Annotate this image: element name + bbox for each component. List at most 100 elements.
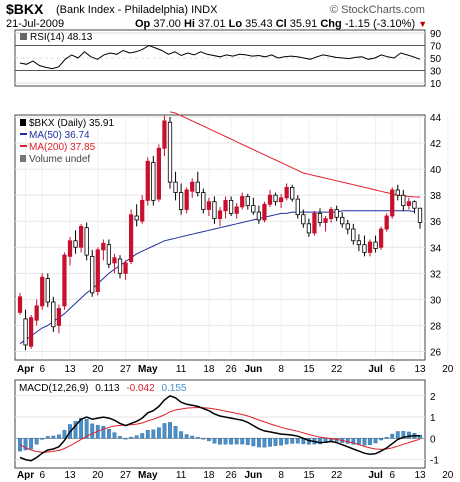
change-value: -1.15 (-3.10%) [344,18,416,30]
candle-body [56,308,62,326]
rsi-tick-label: 90 [430,29,442,40]
macd-histogram-bar [29,438,34,450]
price-date-label: Jul [368,364,383,375]
macd-histogram-bar [112,432,117,439]
candle-body [401,194,406,206]
candle-body [290,186,295,200]
candle-body [384,215,389,230]
candle-body [234,206,239,214]
legend-ma50: MA(50) 36.74 [29,130,90,141]
candle-body [123,262,128,274]
macd-histogram-bar [268,438,272,447]
candle-body [84,227,89,256]
macd-histogram-bar [279,438,284,446]
macd-date-label: 6 [39,470,45,481]
rsi-tick-label: 30 [430,67,442,78]
candle-body [134,215,139,221]
macd-histogram-bar [395,431,400,439]
rsi-legend-swatch [20,33,27,40]
macd-histogram-bar [240,438,245,445]
macd-legend-label: MACD(12,26,9) [19,383,88,394]
macd-date-label: 13 [64,470,76,481]
macd-histogram-bar [212,438,217,444]
candle-body [273,194,278,203]
macd-histogram-bar [201,438,206,440]
candle-body [78,226,84,248]
macd-histogram-bar [195,437,200,439]
close-label: Cl [275,18,287,30]
price-date-label: 27 [120,364,132,375]
price-tick-label: 30 [430,295,442,306]
macd-histogram-bar [223,438,228,445]
macd-histogram-bar [390,433,395,439]
price-date-label: 26 [226,364,238,375]
candle-body [73,240,78,248]
price-date-label: May [138,364,158,375]
candle-body [295,198,300,216]
price-date-label: 20 [442,364,454,375]
macd-histogram-bar [251,438,256,447]
candle-body [17,296,23,313]
macd-date-labels: Apr 6 13 20 27 May 11 18 26 Jun 8 15 22 Jul 6 13 20 [17,470,454,481]
price-date-labels: Apr 6 13 20 27 May 11 18 26 Jun 8 15 22 Jul 6 13 20 [17,364,454,375]
candle-body [317,212,323,223]
candle-body [62,254,67,307]
macd-date-label: 18 [203,470,215,481]
macd-histogram-bar [140,433,145,439]
down-triangle-icon: ▼ [418,19,428,29]
candle-body [195,181,200,193]
price-date-label: 8 [278,364,284,375]
macd-date-label: Jun [244,470,262,481]
candle-body [28,317,34,347]
macd-histogram-bar [234,438,239,445]
macd-histogram-bar [229,438,234,445]
macd-histogram-bar [73,421,78,439]
macd-histogram-bar [273,438,278,446]
volume-legend-swatch [20,155,26,162]
candle-body [367,241,373,253]
chart-symbol: $BKX [6,1,44,17]
macd-histogram-bar [79,417,84,439]
candle-body [23,318,28,346]
macd-histogram-bar [84,418,89,439]
macd-histogram-bar [51,435,56,439]
macd-axis-labels: -1 0 1 2 [430,392,439,467]
candle-body [323,218,328,223]
low-label: Lo [228,18,243,30]
candle-body [262,203,267,221]
ma200-line [169,111,421,198]
macd-date-label: 26 [226,470,238,481]
candle-body [356,240,362,246]
candle-body [390,189,395,217]
index-name: (Bank Index - Philadelphia) INDX [56,4,217,16]
candle-body [190,181,195,192]
candle-body [412,201,417,209]
macd-line [19,394,421,462]
price-tick-label: 34 [430,243,442,254]
price-tick-label: 28 [430,321,442,332]
brand-watermark: © StockCharts.com [330,4,425,16]
candle-body [256,211,262,221]
candle-body [51,301,56,328]
price-tick-label: 38 [430,191,442,202]
price-date-label: 11 [176,364,187,375]
price-date-label: 20 [92,364,104,375]
macd-histogram-bar [262,438,267,448]
candle-body [312,212,317,234]
macd-histogram-bar [34,438,39,445]
macd-tick-label: 2 [430,392,436,403]
macd-histogram-bar [379,438,384,441]
candlesticks [17,115,423,351]
macd-histogram-bar [356,438,361,445]
macd-histogram-bar [145,430,150,439]
macd-histogram-bar [118,436,122,439]
price-date-label: Apr [17,364,34,375]
macd-histogram-bar [368,438,372,445]
candle-body [112,257,117,264]
candle-body [351,228,356,242]
legend-volume: Volume undef [29,154,90,165]
macd-histogram-bar [318,438,322,445]
macd-histogram-bar [45,436,50,439]
rsi-tick-label: 10 [430,79,442,90]
bkx-legend-swatch [20,119,26,126]
